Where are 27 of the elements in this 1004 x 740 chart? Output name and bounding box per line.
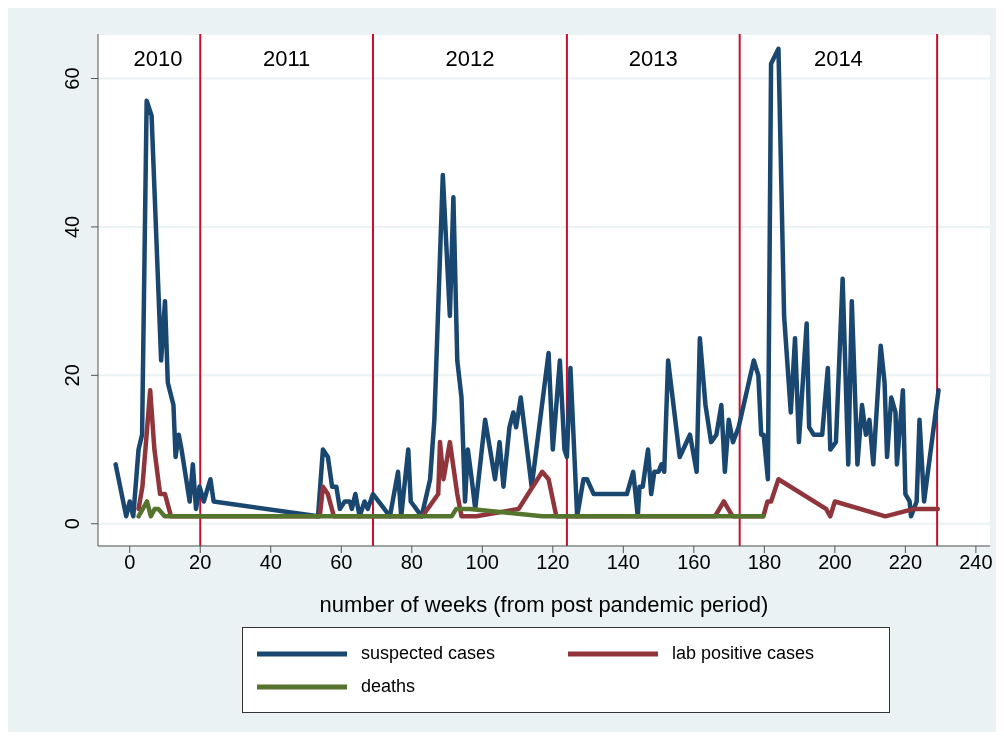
annotation: 2011 (262, 45, 311, 71)
y-tick-label: 60 (61, 67, 83, 90)
y-tick-label: 20 (61, 364, 83, 387)
x-tick-label: 100 (465, 551, 499, 574)
x-tick-label: 20 (189, 551, 212, 574)
line-series (113, 46, 941, 519)
x-tick-label: 240 (959, 551, 993, 574)
x-tick-label: 140 (606, 551, 641, 574)
legend-label: suspected cases (361, 643, 496, 664)
y-tick-label: 0 (61, 518, 83, 530)
x-tick-label: 180 (747, 551, 782, 574)
x-tick-label: 220 (888, 551, 923, 574)
x-tick-label: 120 (536, 551, 570, 574)
annotation: 2013 (628, 45, 678, 71)
x-tick-label: 0 (124, 551, 136, 574)
x-tick-label: 160 (677, 551, 711, 574)
x-tick-label: 80 (400, 551, 423, 574)
legend-label: deaths (361, 676, 416, 697)
x-tick-label: 200 (818, 551, 852, 574)
annotation: 2014 (813, 45, 863, 71)
x-tick-label: 60 (330, 551, 353, 574)
legend-label: lab positive cases (672, 643, 815, 664)
y-tick-label: 40 (61, 215, 83, 239)
annotation: 2012 (445, 45, 495, 71)
annotation: 2010 (133, 45, 183, 71)
x-axis-title: number of weeks (from post pandemic period) (319, 592, 769, 617)
x-tick-label: 40 (259, 551, 282, 574)
